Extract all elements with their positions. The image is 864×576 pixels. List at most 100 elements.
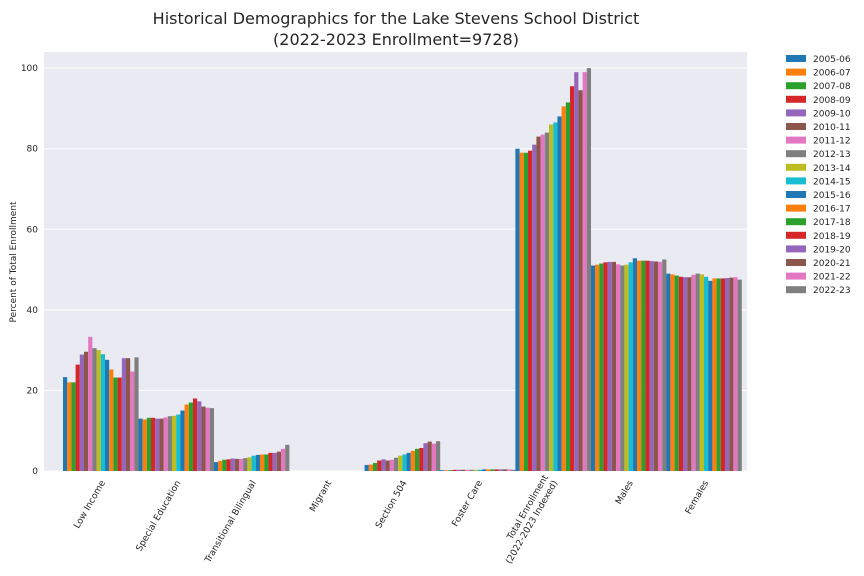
- bar: [419, 448, 424, 471]
- bar: [611, 261, 616, 471]
- bar: [678, 276, 683, 471]
- legend-swatch: [786, 109, 806, 117]
- bar: [377, 460, 382, 471]
- bar: [71, 382, 76, 471]
- bar: [260, 454, 265, 471]
- bar: [578, 90, 583, 472]
- bar: [490, 469, 495, 471]
- bar: [674, 275, 679, 471]
- bar: [201, 406, 206, 471]
- bar: [544, 132, 549, 471]
- x-tick-label: Males: [614, 479, 636, 507]
- bar: [532, 144, 537, 471]
- bar: [402, 454, 407, 471]
- bar: [423, 443, 428, 471]
- legend-label: 2021-22: [813, 273, 851, 283]
- bar: [519, 152, 524, 471]
- y-tick-label: 40: [27, 306, 39, 316]
- bar: [595, 264, 600, 471]
- bar: [645, 260, 650, 471]
- bar: [482, 469, 487, 471]
- bar: [163, 417, 168, 471]
- legend-label: 2012-13: [813, 150, 851, 160]
- bar: [716, 278, 721, 471]
- legend-swatch: [786, 245, 806, 253]
- legend-swatch: [786, 68, 806, 76]
- legend-label: 2016-17: [813, 205, 851, 215]
- y-axis-label: Percent of Total Enrollment: [9, 201, 19, 323]
- legend-label: 2013-14: [813, 164, 851, 174]
- legend-swatch: [786, 259, 806, 266]
- bar: [218, 460, 223, 471]
- bar: [586, 68, 591, 472]
- bar: [121, 358, 126, 471]
- bar: [79, 354, 84, 471]
- legend-swatch: [786, 163, 806, 171]
- bar: [465, 469, 470, 471]
- bar: [205, 407, 210, 471]
- bar: [155, 418, 160, 472]
- bar: [444, 470, 449, 471]
- bar: [436, 441, 441, 471]
- legend-swatch: [786, 191, 806, 198]
- bar: [197, 401, 202, 471]
- bar: [394, 457, 399, 471]
- bar: [406, 452, 411, 471]
- bar: [666, 273, 671, 471]
- bar: [641, 260, 646, 471]
- legend-label: 2009-10: [813, 109, 851, 119]
- bar: [213, 462, 218, 471]
- bar: [515, 148, 520, 471]
- bar: [84, 351, 89, 471]
- legend-label: 2017-18: [813, 218, 851, 228]
- bar: [540, 134, 545, 471]
- legend-swatch: [786, 123, 806, 130]
- bar: [498, 469, 503, 471]
- bar: [427, 441, 432, 471]
- bar: [536, 136, 541, 472]
- bar: [138, 418, 143, 472]
- bar: [662, 259, 667, 471]
- legend-swatch: [786, 204, 806, 212]
- bar: [448, 470, 453, 471]
- legend-label: 2014-15: [813, 177, 851, 187]
- bar: [151, 417, 156, 471]
- bar: [477, 469, 482, 471]
- bar: [243, 458, 248, 471]
- x-tick-label: Females: [684, 479, 711, 517]
- bar: [100, 354, 105, 471]
- bar: [603, 262, 608, 471]
- chart-title-line1: Historical Demographics for the Lake Ste…: [153, 9, 640, 28]
- bar: [616, 264, 621, 471]
- x-tick-labels: Low Income Special Education Transitional …: [72, 473, 711, 566]
- legend-label: 2020-21: [813, 259, 851, 269]
- bar: [184, 404, 189, 471]
- legend-swatch: [786, 218, 806, 226]
- bar: [737, 279, 742, 471]
- bar: [105, 359, 110, 471]
- bar: [410, 450, 415, 471]
- legend-swatch: [786, 136, 806, 144]
- x-tick-label: Transitional Bilingual: [203, 479, 259, 566]
- legend-label: 2005-06: [813, 55, 851, 65]
- y-tick-label: 80: [27, 145, 39, 155]
- bar: [528, 150, 533, 471]
- bar: [209, 408, 214, 471]
- bar: [281, 448, 286, 471]
- bar: [113, 377, 118, 471]
- bar: [389, 459, 394, 471]
- bar: [264, 454, 269, 471]
- bar: [561, 106, 566, 471]
- bar: [415, 448, 420, 471]
- legend-label: 2007-08: [813, 82, 851, 92]
- bar: [247, 457, 252, 471]
- legend-swatch: [786, 177, 806, 185]
- bar: [373, 462, 378, 471]
- bar: [649, 261, 654, 471]
- bar: [687, 277, 692, 471]
- x-tick-label: Total Enrollment(2022-2023 Indexed): [495, 473, 561, 566]
- bar: [67, 382, 72, 471]
- bar: [653, 261, 658, 471]
- bar: [398, 455, 403, 471]
